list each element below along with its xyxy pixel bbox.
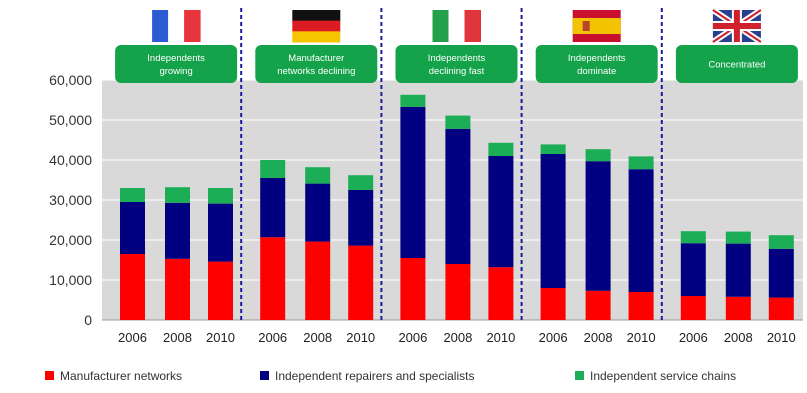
x-tick-label: 2006 bbox=[398, 330, 427, 345]
bar-segment bbox=[540, 154, 566, 288]
badge-text: dominate bbox=[577, 66, 616, 77]
bar-segment bbox=[488, 267, 514, 320]
bar-segment bbox=[725, 296, 751, 320]
bar-segment bbox=[628, 292, 654, 320]
y-tick-label: 30,000 bbox=[49, 192, 92, 208]
flag-france-icon bbox=[152, 10, 201, 42]
bar-segment bbox=[208, 203, 233, 262]
x-tick-label: 2010 bbox=[206, 330, 235, 345]
flag-germany-icon bbox=[292, 10, 341, 43]
flag-italy-icon bbox=[432, 10, 481, 42]
badge-4 bbox=[675, 45, 798, 83]
legend-label: Independent service chains bbox=[590, 369, 736, 383]
bar-segment bbox=[585, 149, 611, 162]
x-tick-label: 2008 bbox=[443, 330, 472, 345]
x-tick-label: 2010 bbox=[767, 330, 796, 345]
bar-segment bbox=[680, 296, 706, 320]
bar-segment bbox=[445, 115, 471, 129]
x-tick-label: 2006 bbox=[539, 330, 568, 345]
bar-segment bbox=[768, 235, 794, 249]
bar-segment bbox=[348, 190, 374, 246]
legend-label: Independent repairers and specialists bbox=[275, 369, 474, 383]
badge-text: Manufacturer bbox=[288, 53, 344, 64]
bar-segment bbox=[445, 264, 471, 320]
bar-segment bbox=[680, 231, 706, 244]
y-tick-label: 40,000 bbox=[49, 152, 92, 168]
bar-segment bbox=[445, 128, 471, 264]
legend-swatch bbox=[575, 371, 584, 380]
bar-segment bbox=[305, 241, 331, 320]
bar-segment bbox=[725, 243, 751, 297]
bar-segment bbox=[120, 254, 145, 320]
flag-uk-icon bbox=[711, 7, 763, 45]
badge-text: declining fast bbox=[429, 66, 485, 77]
bar-segment bbox=[540, 144, 566, 154]
badge-text: Concentrated bbox=[708, 60, 765, 71]
y-tick-label: 10,000 bbox=[49, 272, 92, 288]
y-tick-label: 0 bbox=[84, 312, 92, 328]
bar-segment bbox=[260, 178, 286, 238]
bar-segment bbox=[680, 243, 706, 296]
bar-segment bbox=[260, 160, 286, 178]
bar-segment bbox=[348, 175, 374, 190]
bar-segment bbox=[208, 261, 233, 320]
badge-text: networks declining bbox=[277, 66, 355, 77]
bar-segment bbox=[488, 142, 514, 156]
x-tick-label: 2010 bbox=[486, 330, 515, 345]
bar-segment bbox=[165, 202, 190, 259]
bar-segment bbox=[540, 288, 566, 320]
badge-2 bbox=[395, 45, 518, 83]
badge-text: Independents bbox=[428, 53, 486, 64]
y-tick-label: 60,000 bbox=[49, 72, 92, 88]
flag-spain-icon bbox=[572, 10, 621, 42]
bar-segment bbox=[260, 237, 286, 320]
bar-segment bbox=[400, 94, 426, 107]
x-tick-label: 2006 bbox=[118, 330, 147, 345]
x-tick-label: 2008 bbox=[724, 330, 753, 345]
bar-segment bbox=[488, 156, 514, 268]
badge-text: Independents bbox=[568, 53, 626, 64]
legend-swatch bbox=[45, 371, 54, 380]
x-tick-label: 2006 bbox=[258, 330, 287, 345]
bar-segment bbox=[348, 245, 374, 320]
bar-segment bbox=[725, 231, 751, 244]
bar-segment bbox=[768, 297, 794, 320]
bar-segment bbox=[120, 188, 145, 202]
x-tick-label: 2008 bbox=[163, 330, 192, 345]
y-tick-label: 20,000 bbox=[49, 232, 92, 248]
legend-label: Manufacturer networks bbox=[60, 369, 182, 383]
badge-3 bbox=[535, 45, 658, 83]
bar-segment bbox=[120, 202, 145, 254]
badge-1 bbox=[255, 45, 378, 83]
bar-segment bbox=[628, 169, 654, 292]
badge-text: growing bbox=[159, 66, 192, 77]
bar-segment bbox=[585, 161, 611, 291]
x-tick-label: 2010 bbox=[346, 330, 375, 345]
y-tick-label: 50,000 bbox=[49, 112, 92, 128]
x-tick-label: 2008 bbox=[303, 330, 332, 345]
bar-segment bbox=[628, 156, 654, 170]
legend-swatch bbox=[260, 371, 269, 380]
bar-segment bbox=[165, 258, 190, 320]
bar-segment bbox=[165, 187, 190, 203]
bar-segment bbox=[400, 258, 426, 320]
bar-segment bbox=[305, 183, 331, 242]
x-tick-label: 2008 bbox=[584, 330, 613, 345]
bar-segment bbox=[400, 106, 426, 258]
badge-text: Independents bbox=[147, 53, 205, 64]
bar-segment bbox=[585, 290, 611, 320]
bar-segment bbox=[768, 248, 794, 298]
x-tick-label: 2010 bbox=[627, 330, 656, 345]
x-tick-label: 2006 bbox=[679, 330, 708, 345]
bar-segment bbox=[305, 167, 331, 184]
badge-0 bbox=[115, 45, 238, 83]
bar-segment bbox=[208, 188, 233, 204]
